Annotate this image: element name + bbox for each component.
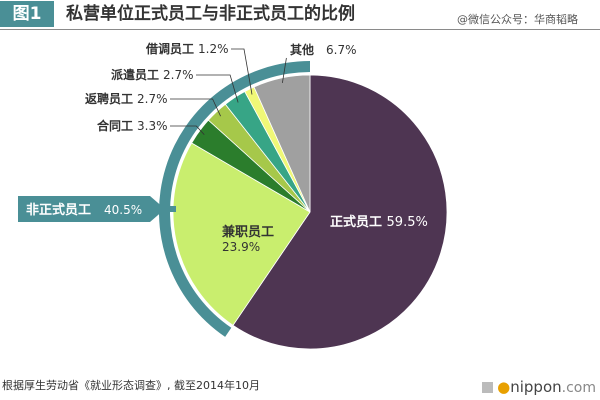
- group-label-pointer: [150, 196, 165, 222]
- slice-value-other: 6.7%: [326, 43, 357, 57]
- leader-line-rehired: [170, 98, 221, 117]
- slice-label-regular: 正式员工 59.5%: [330, 214, 428, 230]
- source-watermark: @微信公众号：华商韬略: [457, 13, 578, 26]
- logo-mark-icon: [482, 382, 494, 393]
- logo-name: nippon: [510, 378, 562, 396]
- slice-value-rehired: 2.7%: [137, 92, 168, 106]
- pie-slice-6: [253, 74, 311, 213]
- slice-label-borrowed: 借调员工: [145, 41, 194, 56]
- chart-title: 私营单位正式员工与非正式员工的比例: [66, 4, 355, 24]
- slice-value-contract: 3.3%: [137, 119, 168, 133]
- leader-line-contract: [170, 125, 205, 135]
- chart-header: 图1 私营单位正式员工与非正式员工的比例 @微信公众号：华商韬略: [0, 0, 600, 30]
- pie-slice-0: [232, 74, 448, 350]
- group-value-text: 40.5%: [104, 203, 142, 217]
- slice-label-part-time: 兼职员工: [222, 224, 274, 240]
- slice-label-rehired: 返聘员工: [85, 91, 133, 106]
- slice-value-dispatched: 2.7%: [163, 68, 194, 82]
- source-note: 根据厚生劳动省《就业形态调查》, 截至2014年10月: [2, 379, 260, 392]
- leader-line-other: [282, 57, 287, 83]
- figure-label: 图1: [0, 1, 54, 27]
- leader-line-borrowed: [231, 48, 253, 95]
- logo-suffix: .com: [561, 380, 596, 396]
- leader-line-dispatched: [196, 74, 239, 103]
- group-label-text: 非正式员工: [26, 202, 91, 218]
- header-divider: [0, 29, 600, 30]
- pie-slice-1: [172, 142, 311, 326]
- slice-value-part-time: 23.9%: [222, 240, 260, 254]
- slice-value-borrowed: 1.2%: [198, 42, 229, 56]
- slice-label-contract: 合同工: [97, 118, 133, 133]
- logo-dot: ●: [497, 378, 511, 396]
- slice-value-regular: 59.5%: [387, 215, 428, 230]
- slice-label-dispatched: 派遣员工: [111, 67, 159, 82]
- slice-label-other: 其他: [290, 42, 314, 57]
- group-label-box: [18, 196, 150, 222]
- nippon-logo: ●nippon.com: [482, 378, 596, 396]
